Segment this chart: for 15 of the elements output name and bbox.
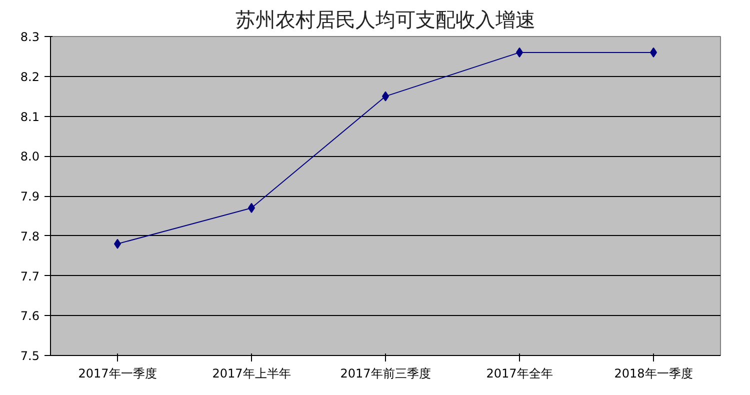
- y-tick-label: 7.5: [20, 349, 40, 363]
- chart-title: 苏州农村居民人均可支配收入增速: [236, 8, 536, 32]
- x-tick-label: 2017年前三季度: [340, 366, 431, 380]
- y-tick-label: 7.8: [20, 229, 40, 244]
- x-tick-label: 2017年全年: [486, 366, 553, 380]
- y-tick-label: 8.2: [20, 70, 40, 84]
- y-tick-label: 8.3: [20, 30, 40, 44]
- y-tick-label: 7.6: [20, 309, 40, 324]
- y-tick-label: 7.9: [20, 190, 40, 204]
- y-tick-label: 7.7: [20, 269, 40, 284]
- x-tick-label: 2018年一季度: [614, 366, 693, 380]
- x-tick-label: 2017年一季度: [78, 366, 157, 380]
- y-tick-label: 8.0: [20, 150, 40, 164]
- y-tick-label: 8.1: [20, 110, 40, 124]
- x-tick-label: 2017年上半年: [212, 366, 291, 380]
